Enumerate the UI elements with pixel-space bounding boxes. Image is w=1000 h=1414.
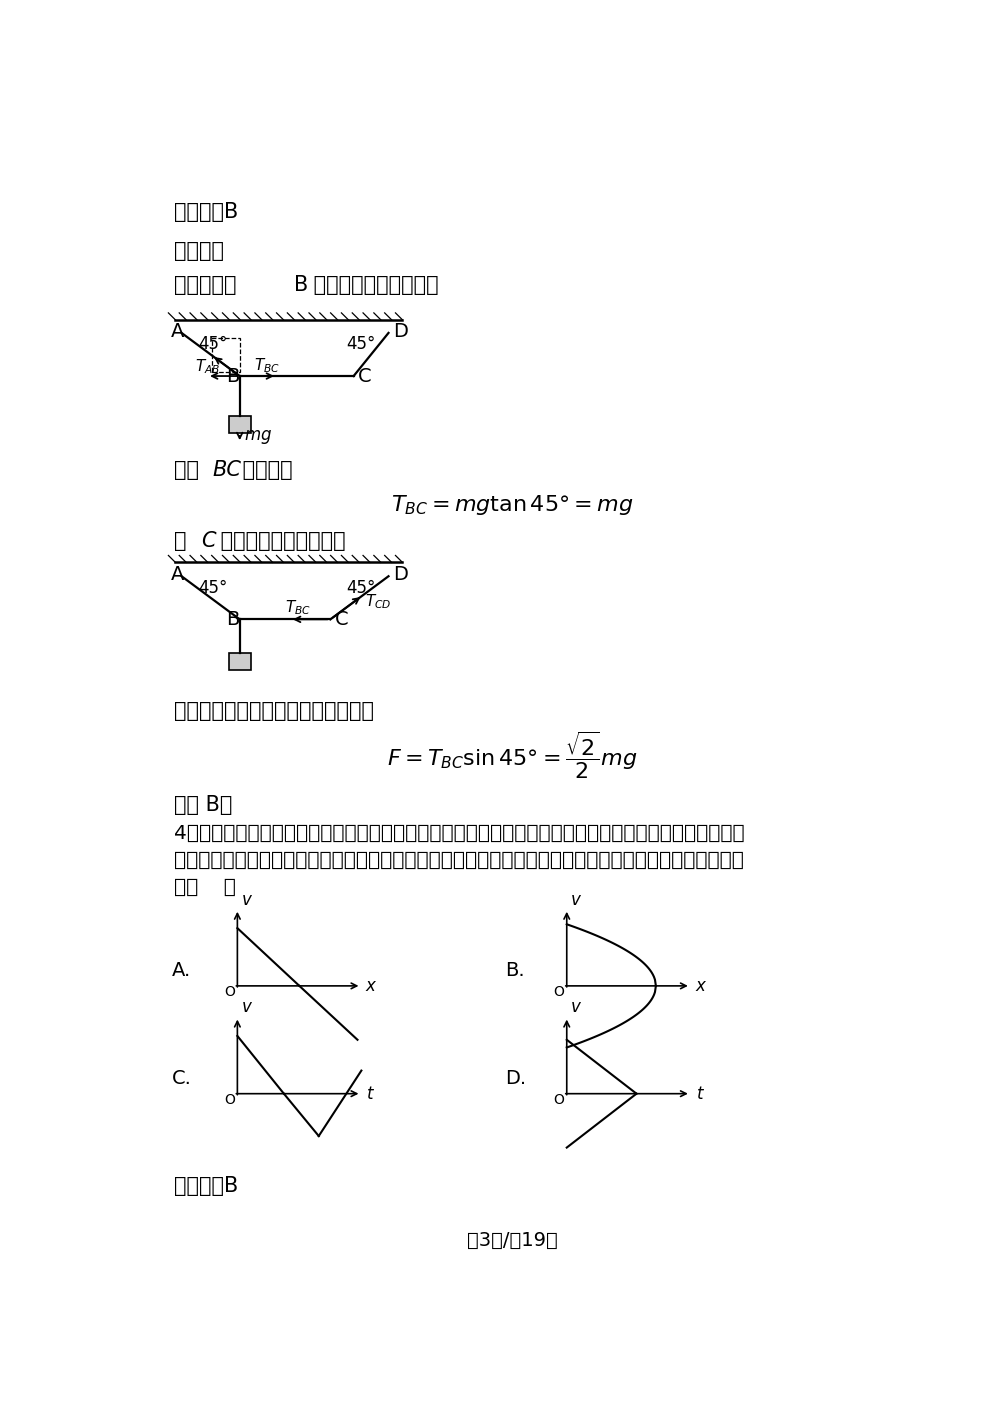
Text: $mg$: $mg$ bbox=[244, 428, 272, 445]
Text: C.: C. bbox=[172, 1069, 192, 1087]
Text: B.: B. bbox=[505, 962, 524, 980]
Text: x: x bbox=[695, 977, 705, 995]
Text: A: A bbox=[171, 566, 184, 584]
Text: 【答案】B: 【答案】B bbox=[174, 1176, 238, 1196]
Text: t: t bbox=[697, 1085, 703, 1103]
Text: t: t bbox=[367, 1085, 374, 1103]
Text: 4．一小球从光滑斜面上某点滑下，到达斜面底端与固定弹性挡板相碰，碰撞时间极短，碰后等速率返回。: 4．一小球从光滑斜面上某点滑下，到达斜面底端与固定弹性挡板相碰，碰撞时间极短，碰… bbox=[174, 824, 744, 843]
Text: 【答案】B: 【答案】B bbox=[174, 202, 238, 222]
Text: A: A bbox=[171, 322, 184, 341]
Text: O: O bbox=[554, 1093, 564, 1107]
Text: v: v bbox=[242, 998, 252, 1017]
Text: $T_{CD}$: $T_{CD}$ bbox=[365, 592, 391, 611]
Text: 第3页/共19页: 第3页/共19页 bbox=[467, 1230, 558, 1250]
Text: 【详解】对: 【详解】对 bbox=[174, 276, 243, 296]
Text: $F = T_{BC}\sin 45° = \dfrac{\sqrt{2}}{2}mg$: $F = T_{BC}\sin 45° = \dfrac{\sqrt{2}}{2… bbox=[387, 730, 638, 781]
Text: 可得: 可得 bbox=[174, 460, 205, 479]
Bar bbox=[229, 653, 251, 670]
Text: $T_{AB}$: $T_{AB}$ bbox=[195, 358, 220, 376]
Text: 45°: 45° bbox=[199, 578, 228, 597]
Text: 对: 对 bbox=[174, 530, 193, 551]
Text: 取碰撞结束时刻为计时起点，挡板处为坐标原点，沿斜面向上为正方向，下列有关小球速度的图像，正确的: 取碰撞结束时刻为计时起点，挡板处为坐标原点，沿斜面向上为正方向，下列有关小球速度… bbox=[174, 851, 744, 870]
Text: 由图解法可得，所施外力的最小值为: 由图解法可得，所施外力的最小值为 bbox=[174, 701, 374, 721]
Text: O: O bbox=[224, 1093, 235, 1107]
Bar bbox=[229, 416, 251, 433]
Text: 45°: 45° bbox=[346, 335, 375, 354]
Text: $T_{BC}$: $T_{BC}$ bbox=[285, 598, 311, 617]
Text: C: C bbox=[201, 530, 216, 551]
Text: x: x bbox=[366, 977, 376, 995]
Text: v: v bbox=[571, 891, 581, 909]
Text: 点进行受力分析，如图: 点进行受力分析，如图 bbox=[214, 530, 346, 551]
Text: A.: A. bbox=[172, 962, 192, 980]
Text: 绳的拉力: 绳的拉力 bbox=[236, 460, 292, 479]
Text: 45°: 45° bbox=[346, 578, 375, 597]
Text: C: C bbox=[335, 609, 349, 629]
Text: 点进行受力分析，如图: 点进行受力分析，如图 bbox=[307, 276, 439, 296]
Text: D.: D. bbox=[505, 1069, 526, 1087]
Text: v: v bbox=[242, 891, 252, 909]
Text: $T_{BC} = mg\tan 45° = mg$: $T_{BC} = mg\tan 45° = mg$ bbox=[391, 492, 634, 516]
Text: O: O bbox=[224, 986, 235, 1000]
Text: B: B bbox=[227, 609, 240, 629]
Text: B: B bbox=[294, 276, 308, 296]
Text: v: v bbox=[571, 998, 581, 1017]
Text: BC: BC bbox=[213, 460, 242, 479]
Text: 45°: 45° bbox=[199, 335, 228, 354]
Text: B: B bbox=[227, 366, 240, 386]
Text: C: C bbox=[358, 366, 372, 386]
Text: 是（    ）: 是（ ） bbox=[174, 878, 236, 896]
Text: 故选 B。: 故选 B。 bbox=[174, 795, 232, 814]
Text: D: D bbox=[393, 566, 408, 584]
Text: $T_{BC}$: $T_{BC}$ bbox=[254, 356, 280, 375]
Text: D: D bbox=[393, 322, 408, 341]
Text: 【解析】: 【解析】 bbox=[174, 240, 224, 260]
Text: O: O bbox=[554, 986, 564, 1000]
